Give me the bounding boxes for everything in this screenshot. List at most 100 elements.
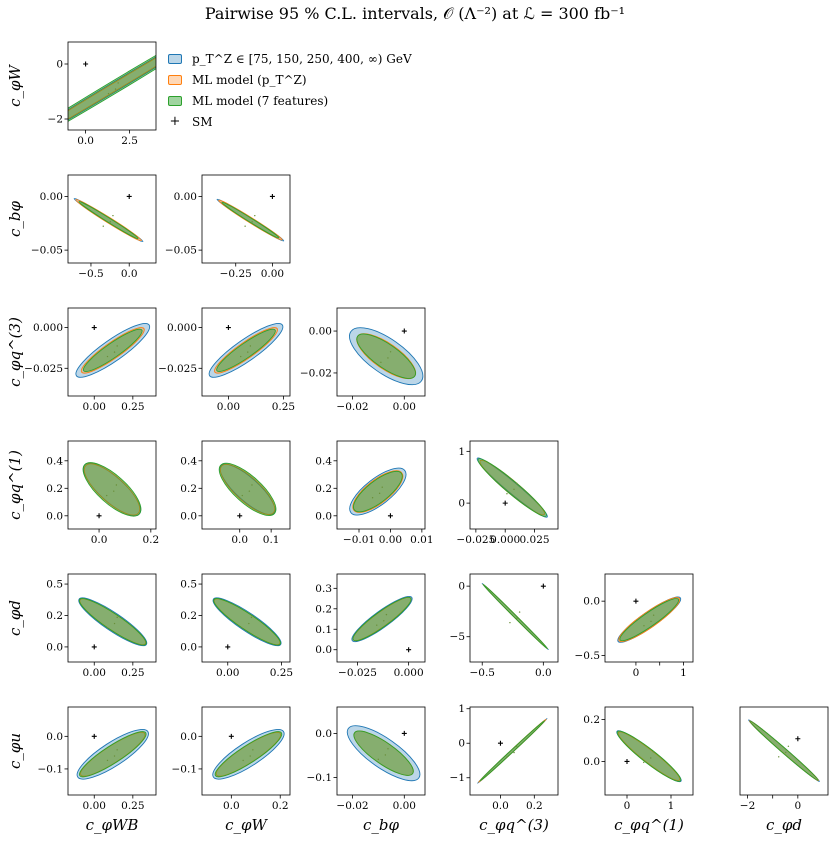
x-tick-label: 0.1: [263, 534, 280, 546]
ellipse-orange: [75, 199, 142, 242]
panel-frame: [604, 573, 694, 663]
x-tick-label: 0.000: [394, 667, 424, 679]
fit-center-point: [785, 751, 787, 754]
ellipse-blue: [349, 467, 407, 516]
panel-r3-c2: −0.01 0.00 0.01 0.0 0.2 0.4: [315, 440, 434, 546]
fit-center-point: [251, 221, 253, 223]
fit-center-point: [652, 751, 655, 753]
fit-center-point: [113, 351, 116, 353]
x-tick-label: 0.01: [410, 534, 433, 546]
ellipse-blue: [351, 596, 413, 643]
y-tick-label: −0.1: [172, 763, 198, 775]
sm-point: [624, 758, 630, 764]
sm-point: [225, 325, 231, 331]
ellipse-green: [616, 730, 682, 782]
fit-center-point: [240, 355, 242, 358]
fit-center-point: [509, 621, 511, 624]
fit-center-point: [248, 490, 251, 492]
legend-item-sm: + SM: [168, 111, 412, 132]
row-label: c_φW: [6, 64, 24, 107]
panel-r4-c1: 0.00 0.25 0.0 0.2 0.5: [180, 573, 293, 679]
fit-center-point: [244, 225, 246, 227]
y-tick-label: −1: [450, 772, 465, 784]
ellipse-blue: [75, 323, 151, 378]
ellipse-green: [216, 328, 276, 372]
x-tick-label: 0: [794, 800, 801, 812]
fit-center-point: [113, 622, 116, 625]
ellipse-green: [78, 598, 147, 646]
ellipse-orange: [352, 470, 404, 513]
ellipse-green: [619, 598, 680, 642]
panel-frame: [336, 706, 426, 796]
fit-center-point: [249, 755, 251, 757]
legend-swatch-green: [168, 95, 182, 106]
sm-point: [633, 598, 639, 604]
x-tick-label: 0.25: [121, 667, 144, 679]
col-label: c_φq^(3): [479, 816, 549, 834]
ellipse-blue: [346, 725, 421, 782]
fit-center-point: [117, 82, 119, 84]
fit-center-point: [516, 745, 518, 748]
ellipse-blue: [68, 42, 156, 130]
ellipse-blue: [212, 729, 285, 780]
fit-center-point: [377, 758, 380, 761]
col-label: c_φq^(1): [614, 816, 684, 834]
y-tick-label: 0.5: [46, 579, 63, 591]
y-tick-label: 0.0: [180, 731, 197, 743]
sm-point: [83, 61, 89, 67]
y-tick-label: 0.2: [315, 603, 332, 615]
fit-center-point: [376, 624, 378, 626]
x-tick-label: 0.00: [83, 667, 106, 679]
panel-r4-c2: −0.025 0.000 0.0 0.1 0.2 0.3: [315, 573, 426, 679]
y-tick-label: 1: [458, 446, 465, 458]
panel-frame: [201, 706, 291, 796]
fit-center-point: [380, 361, 382, 364]
panel-r4-c4: 0 1 0.0 −0.5: [575, 573, 694, 679]
y-tick-label: 0.0: [46, 641, 63, 653]
y-tick-label: 0.2: [46, 610, 63, 622]
panel-r2-c1: 0.00 0.25 0.000 −0.025: [158, 307, 295, 413]
fit-center-point: [102, 225, 104, 227]
fit-center-point: [116, 616, 118, 619]
x-tick-label: 0.00: [217, 401, 240, 413]
x-tick-label: 0.25: [270, 667, 293, 679]
fit-center-point: [643, 761, 645, 764]
ellipse-green: [68, 42, 156, 130]
fit-center-point: [650, 757, 652, 759]
x-tick-label: 0: [624, 800, 631, 812]
fit-center-point: [518, 611, 521, 613]
fit-center-point: [106, 494, 108, 497]
sm-point: [91, 325, 97, 331]
ellipse-orange: [83, 463, 141, 516]
panel-frame: [201, 307, 291, 397]
x-tick-label: 0.00: [216, 667, 239, 679]
y-tick-label: 0.0: [46, 510, 63, 522]
ellipse-green: [221, 201, 280, 239]
fit-center-point: [241, 627, 243, 629]
legend-item-binned: p_T^Z ∈ [75, 150, 250, 400, ∞) GeV: [168, 48, 412, 69]
y-tick-label: 1: [458, 703, 465, 715]
y-tick-label: 0.2: [583, 714, 600, 726]
sm-point: [406, 647, 412, 653]
sm-point: [91, 644, 97, 650]
fit-center-point: [513, 488, 515, 491]
y-tick-label: −0.1: [38, 763, 64, 775]
fit-center-point: [506, 756, 508, 758]
fit-center-point: [106, 355, 109, 358]
fit-center-point: [115, 484, 118, 486]
row-label: c_bφ: [6, 201, 24, 238]
fit-center-point: [371, 497, 374, 499]
x-tick-label: 0.0: [231, 534, 248, 546]
y-tick-label: 0.4: [180, 455, 197, 467]
y-tick-label: 0: [458, 498, 465, 510]
x-tick-label: −0.5: [78, 268, 104, 280]
fit-center-point: [652, 614, 655, 616]
y-tick-label: −0.1: [307, 772, 333, 784]
y-tick-label: 0.3: [315, 583, 332, 595]
ellipse-blue: [219, 463, 276, 516]
x-tick-label: −0.5: [469, 667, 495, 679]
sm-point: [96, 513, 102, 519]
panel-r5-c4: 0 1 0.0 0.2: [583, 706, 694, 812]
fit-center-point: [251, 484, 253, 486]
x-tick-label: 0.25: [121, 800, 144, 812]
